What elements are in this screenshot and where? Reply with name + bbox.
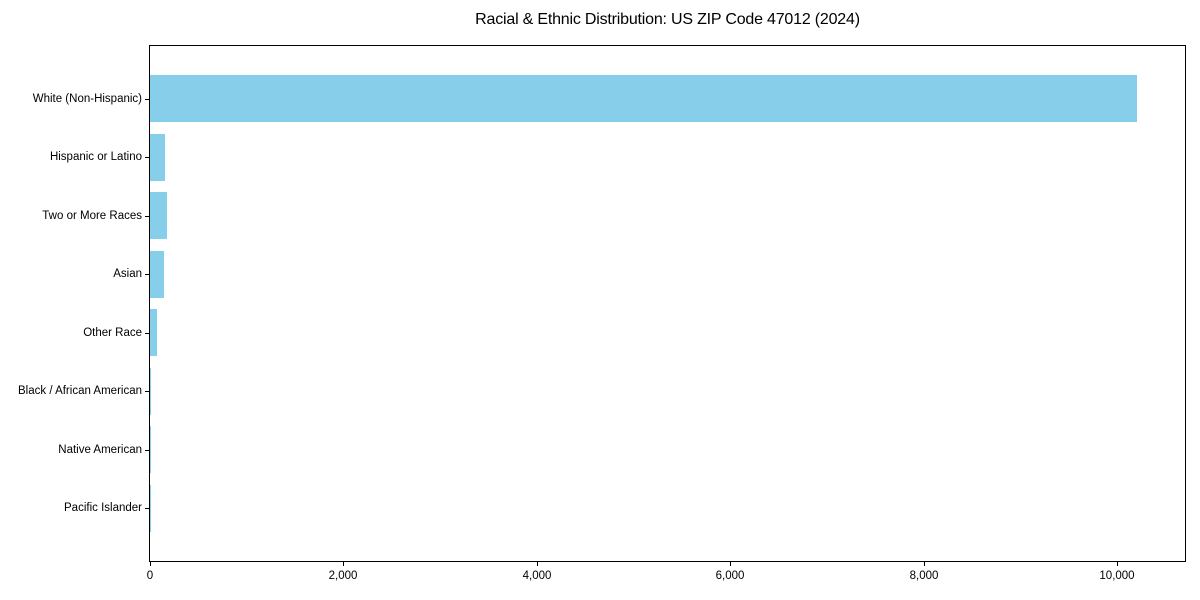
chart-title: Racial & Ethnic Distribution: US ZIP Cod… <box>475 11 860 28</box>
x-tick-mark <box>730 562 731 566</box>
x-axis-label: 4,000 <box>522 570 552 582</box>
x-axis-label: 0 <box>146 570 154 582</box>
y-axis-label: Black / African American <box>18 385 142 397</box>
bar-asian <box>150 250 165 298</box>
y-tick-mark <box>145 508 149 509</box>
x-axis-label: 6,000 <box>715 570 745 582</box>
x-tick-mark <box>343 562 344 566</box>
bar-white-non-hispanic <box>150 75 1137 123</box>
y-axis-label: Two or More Races <box>42 210 142 222</box>
x-tick-mark <box>1117 562 1118 566</box>
y-tick-mark <box>145 391 149 392</box>
y-axis-label: Pacific Islander <box>64 502 142 514</box>
y-tick-mark <box>145 450 149 451</box>
y-tick-mark <box>145 274 149 275</box>
x-tick-mark <box>924 562 925 566</box>
plot-area <box>149 45 1186 562</box>
x-axis-label: 8,000 <box>909 570 939 582</box>
y-axis-label: White (Non-Hispanic) <box>32 93 142 105</box>
y-axis-label: Hispanic or Latino <box>49 151 142 163</box>
y-tick-mark <box>145 99 149 100</box>
x-tick-mark <box>537 562 538 566</box>
y-axis-label: Other Race <box>83 327 142 339</box>
x-tick-mark <box>150 562 151 566</box>
bar-two-or-more-races <box>150 192 167 240</box>
y-tick-mark <box>145 216 149 217</box>
bar-black-african-american <box>150 367 151 415</box>
x-axis-label: 10,000 <box>1099 570 1135 582</box>
y-tick-mark <box>145 333 149 334</box>
y-tick-mark <box>145 157 149 158</box>
x-axis-label: 2,000 <box>328 570 358 582</box>
bar-other-race <box>150 309 157 357</box>
y-axis-label: Asian <box>113 268 142 280</box>
bar-hispanic-or-latino <box>150 133 166 181</box>
y-axis-label: Native American <box>58 444 142 456</box>
